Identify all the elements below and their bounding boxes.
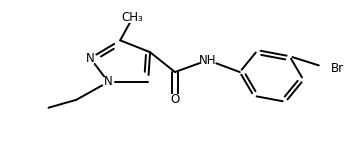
Text: Br: Br [330,62,343,75]
FancyBboxPatch shape [105,77,112,87]
Text: O: O [170,93,180,106]
FancyBboxPatch shape [121,12,143,23]
Text: CH₃: CH₃ [121,11,143,24]
FancyBboxPatch shape [86,53,94,64]
FancyBboxPatch shape [201,55,214,66]
Text: N: N [104,75,113,88]
Text: NH: NH [199,54,217,67]
FancyBboxPatch shape [326,63,343,73]
FancyBboxPatch shape [171,94,179,105]
Text: N: N [86,52,95,65]
